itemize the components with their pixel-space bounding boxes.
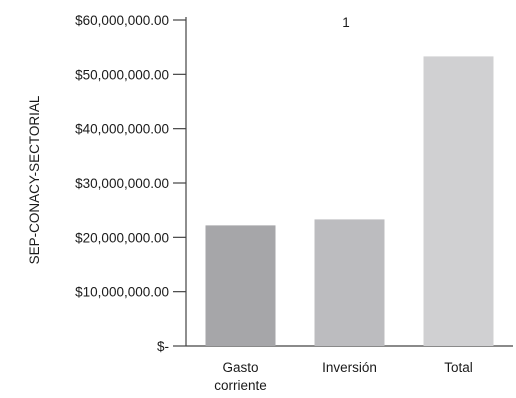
y-tick-label: $30,000,000.00 xyxy=(75,176,169,191)
y-axis-label: SEP-CONACY-SECTORIAL xyxy=(27,95,42,264)
y-ticks: $- $10,000,000.00 $20,000,000.00 $30,000,00… xyxy=(75,13,186,354)
y-tick-label: $10,000,000.00 xyxy=(75,285,169,300)
bar xyxy=(423,56,494,347)
bars xyxy=(205,56,494,347)
x-category-label: Gasto xyxy=(222,360,258,375)
bar xyxy=(314,219,385,346)
y-tick-label: $50,000,000.00 xyxy=(75,67,169,82)
chart-title: 1 xyxy=(342,15,350,30)
x-category-label: corriente xyxy=(214,378,267,393)
x-category-label: Total xyxy=(444,360,473,375)
x-category-label: Inversión xyxy=(322,360,377,375)
y-tick-label: $20,000,000.00 xyxy=(75,230,169,245)
bar xyxy=(205,225,276,346)
y-tick-label: $40,000,000.00 xyxy=(75,122,169,137)
x-categories: Gasto corriente Inversión Total xyxy=(214,360,473,393)
y-tick-label: $60,000,000.00 xyxy=(75,13,169,28)
y-tick-label: $- xyxy=(157,339,169,354)
